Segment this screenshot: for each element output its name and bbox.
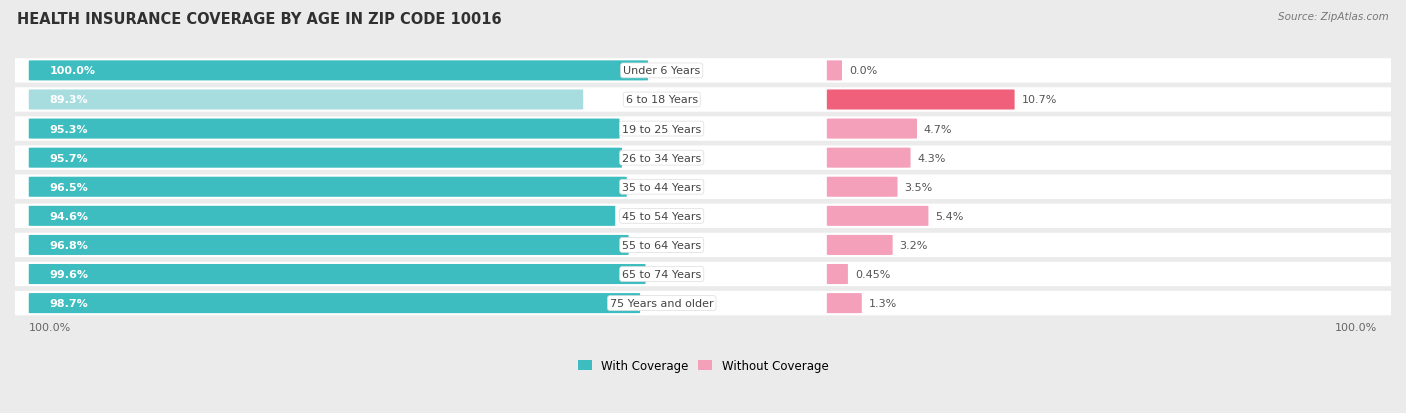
Text: 4.3%: 4.3%: [917, 153, 946, 163]
FancyBboxPatch shape: [0, 175, 1406, 199]
Text: 5.4%: 5.4%: [935, 211, 963, 221]
Text: 0.45%: 0.45%: [855, 269, 890, 279]
Text: 98.7%: 98.7%: [49, 298, 89, 309]
FancyBboxPatch shape: [0, 117, 1406, 141]
Text: 95.3%: 95.3%: [49, 124, 89, 134]
Text: 4.7%: 4.7%: [924, 124, 952, 134]
Text: 100.0%: 100.0%: [28, 322, 72, 332]
Text: 3.5%: 3.5%: [904, 182, 932, 192]
FancyBboxPatch shape: [0, 233, 1406, 258]
Text: 10.7%: 10.7%: [1022, 95, 1057, 105]
FancyBboxPatch shape: [827, 61, 842, 81]
Text: 45 to 54 Years: 45 to 54 Years: [621, 211, 702, 221]
FancyBboxPatch shape: [0, 291, 1406, 316]
Text: 3.2%: 3.2%: [900, 240, 928, 250]
FancyBboxPatch shape: [0, 262, 1406, 287]
FancyBboxPatch shape: [827, 206, 928, 226]
Text: HEALTH INSURANCE COVERAGE BY AGE IN ZIP CODE 10016: HEALTH INSURANCE COVERAGE BY AGE IN ZIP …: [17, 12, 502, 27]
Text: 95.7%: 95.7%: [49, 153, 89, 163]
Text: 75 Years and older: 75 Years and older: [610, 298, 713, 309]
FancyBboxPatch shape: [0, 59, 1406, 83]
Text: 96.5%: 96.5%: [49, 182, 89, 192]
FancyBboxPatch shape: [28, 264, 645, 285]
Text: 26 to 34 Years: 26 to 34 Years: [621, 153, 702, 163]
Text: 0.0%: 0.0%: [849, 66, 877, 76]
FancyBboxPatch shape: [28, 119, 620, 139]
Text: 65 to 74 Years: 65 to 74 Years: [621, 269, 702, 279]
FancyBboxPatch shape: [28, 177, 627, 197]
FancyBboxPatch shape: [827, 119, 917, 139]
Text: 19 to 25 Years: 19 to 25 Years: [621, 124, 702, 134]
FancyBboxPatch shape: [827, 90, 1015, 110]
Text: 35 to 44 Years: 35 to 44 Years: [621, 182, 702, 192]
FancyBboxPatch shape: [827, 148, 911, 168]
FancyBboxPatch shape: [28, 235, 628, 255]
Text: 94.6%: 94.6%: [49, 211, 89, 221]
FancyBboxPatch shape: [0, 146, 1406, 171]
Text: 96.8%: 96.8%: [49, 240, 89, 250]
Text: 55 to 64 Years: 55 to 64 Years: [623, 240, 702, 250]
Legend: With Coverage, Without Coverage: With Coverage, Without Coverage: [578, 359, 828, 372]
FancyBboxPatch shape: [827, 177, 897, 197]
Text: 6 to 18 Years: 6 to 18 Years: [626, 95, 697, 105]
FancyBboxPatch shape: [827, 235, 893, 255]
FancyBboxPatch shape: [28, 61, 648, 81]
FancyBboxPatch shape: [28, 293, 640, 313]
FancyBboxPatch shape: [0, 204, 1406, 228]
FancyBboxPatch shape: [0, 88, 1406, 112]
Text: 1.3%: 1.3%: [869, 298, 897, 309]
Text: 89.3%: 89.3%: [49, 95, 89, 105]
Text: 100.0%: 100.0%: [49, 66, 96, 76]
Text: Source: ZipAtlas.com: Source: ZipAtlas.com: [1278, 12, 1389, 22]
FancyBboxPatch shape: [827, 264, 848, 285]
FancyBboxPatch shape: [28, 206, 616, 226]
FancyBboxPatch shape: [827, 293, 862, 313]
Text: 100.0%: 100.0%: [1334, 322, 1378, 332]
Text: 99.6%: 99.6%: [49, 269, 89, 279]
FancyBboxPatch shape: [28, 90, 583, 110]
FancyBboxPatch shape: [28, 148, 621, 168]
Text: Under 6 Years: Under 6 Years: [623, 66, 700, 76]
